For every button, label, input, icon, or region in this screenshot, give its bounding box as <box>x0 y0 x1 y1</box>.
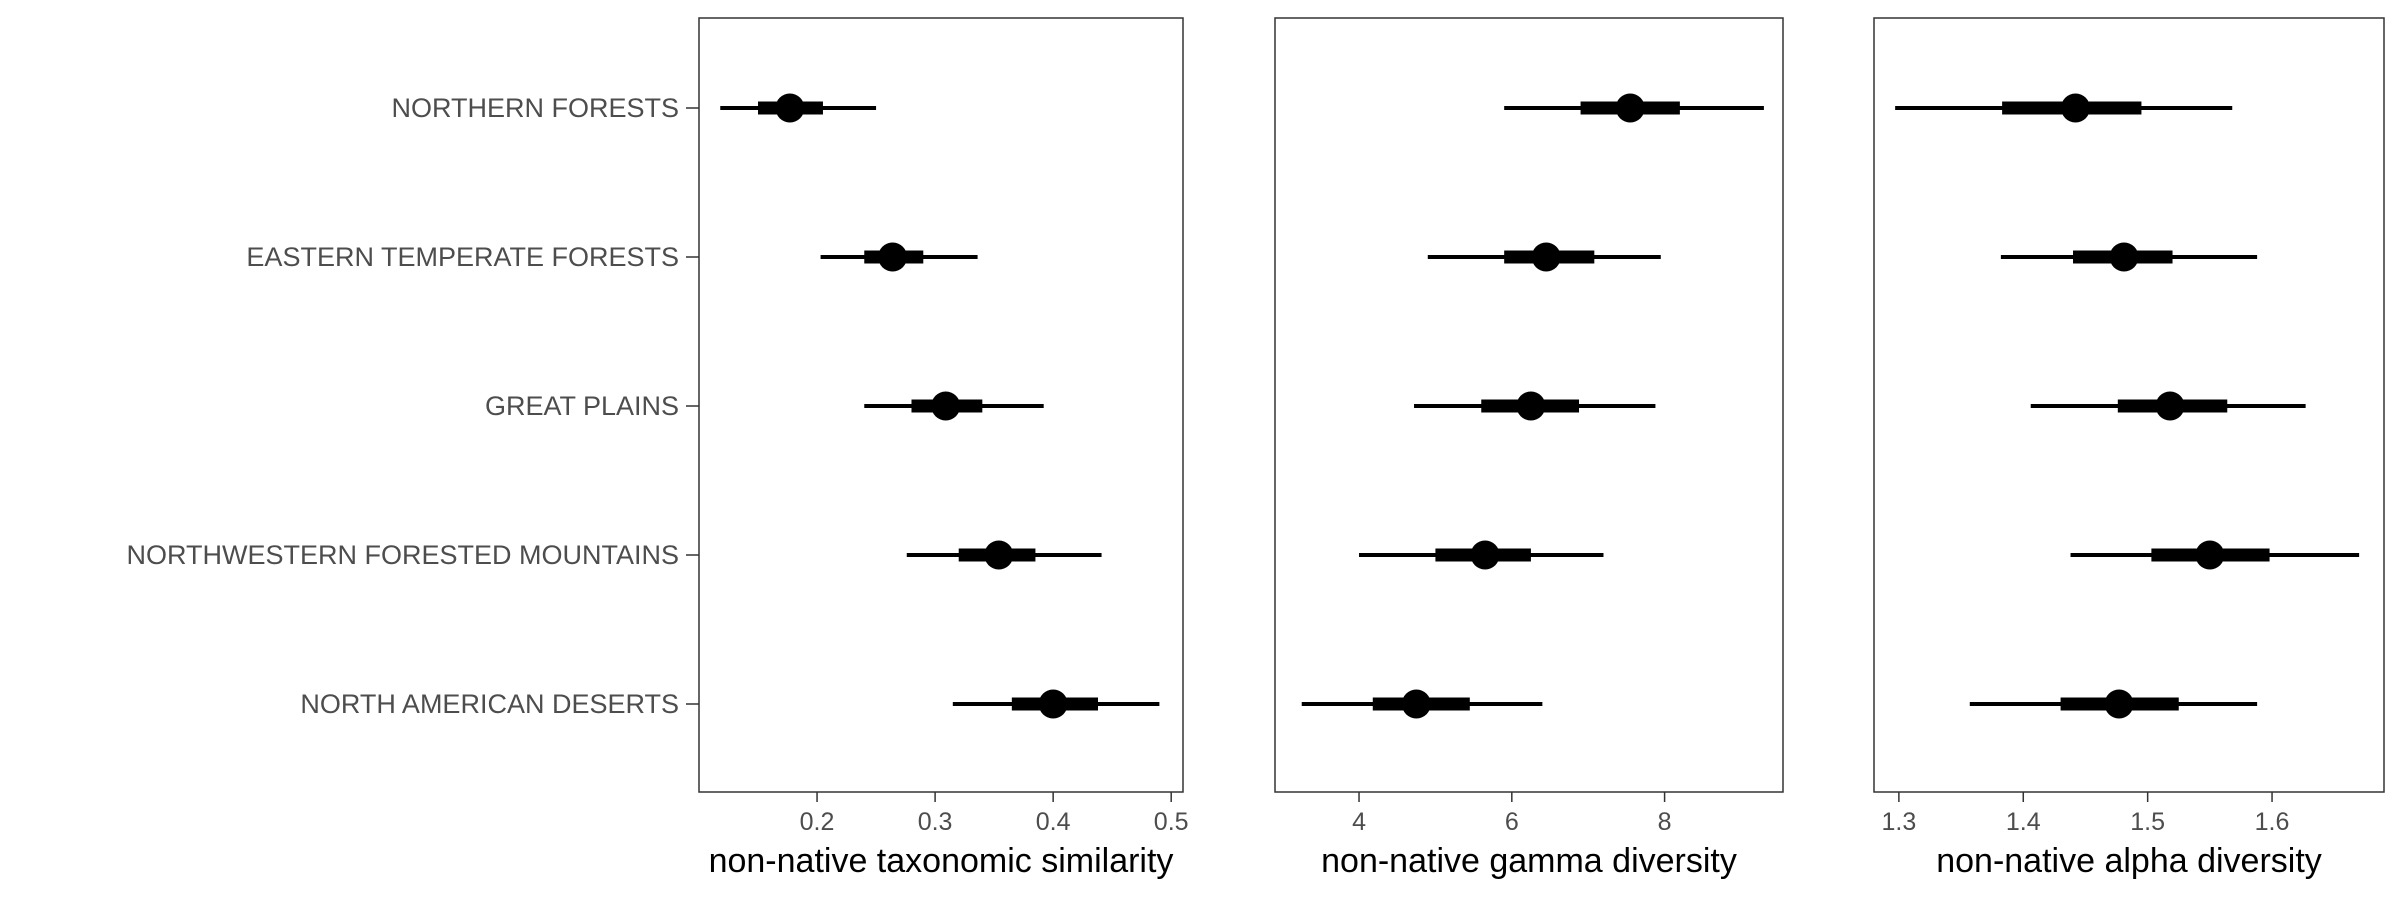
point-estimate <box>878 242 908 272</box>
panel-3: 1.3 1.4 1.5 1.6 non-native alpha diversity <box>1873 17 2385 880</box>
x-tick-label: 0.3 <box>918 808 953 836</box>
x-tick-label: 0.4 <box>1036 808 1071 836</box>
point-estimate <box>775 93 805 123</box>
point-estimate <box>984 540 1014 570</box>
x-axis-title: non-native alpha diversity <box>1936 842 2322 880</box>
x-tick-label: 1.4 <box>2006 808 2041 836</box>
point-estimate <box>1615 93 1645 123</box>
panel-frame <box>1274 17 1784 793</box>
point-estimate <box>2061 93 2091 123</box>
x-tick-label: 4 <box>1352 808 1366 836</box>
panel-frame <box>1873 17 2385 793</box>
panel-1: 0.2 0.3 0.4 0.5 non-native taxonomic similar… <box>698 17 1189 880</box>
point-estimate <box>1531 242 1561 272</box>
category-label: EASTERN TEMPERATE FORESTS <box>246 242 679 272</box>
point-estimate <box>1516 391 1546 421</box>
panel-frame <box>698 17 1184 793</box>
x-tick-label: 6 <box>1505 808 1519 836</box>
panel-2: 4 6 8 non-native gamma diversity <box>1274 17 1784 880</box>
point-estimate <box>1470 540 1500 570</box>
x-tick-label: 8 <box>1658 808 1672 836</box>
category-labels: NORTHERN FORESTS EASTERN TEMPERATE FOREST… <box>126 93 699 719</box>
x-tick-label: 1.5 <box>2130 808 2165 836</box>
x-tick-label: 1.6 <box>2255 808 2290 836</box>
x-axis-title: non-native taxonomic similarity <box>709 842 1174 880</box>
x-axis-title: non-native gamma diversity <box>1321 842 1737 880</box>
x-tick-label: 1.3 <box>1881 808 1916 836</box>
x-tick-label: 0.5 <box>1154 808 1189 836</box>
point-estimate <box>1038 689 1068 719</box>
category-label: NORTHERN FORESTS <box>391 93 679 123</box>
category-label: NORTHWESTERN FORESTED MOUNTAINS <box>126 540 679 570</box>
point-estimate <box>2109 242 2139 272</box>
point-estimate <box>931 391 961 421</box>
point-estimate <box>2155 391 2185 421</box>
point-estimate <box>2195 540 2225 570</box>
category-label: GREAT PLAINS <box>485 391 679 421</box>
x-tick-label: 0.2 <box>800 808 835 836</box>
category-label: NORTH AMERICAN DESERTS <box>300 689 679 719</box>
panels: 0.2 0.3 0.4 0.5 non-native taxonomic similar… <box>698 17 2385 880</box>
point-estimate <box>1401 689 1431 719</box>
point-estimate <box>2104 689 2134 719</box>
